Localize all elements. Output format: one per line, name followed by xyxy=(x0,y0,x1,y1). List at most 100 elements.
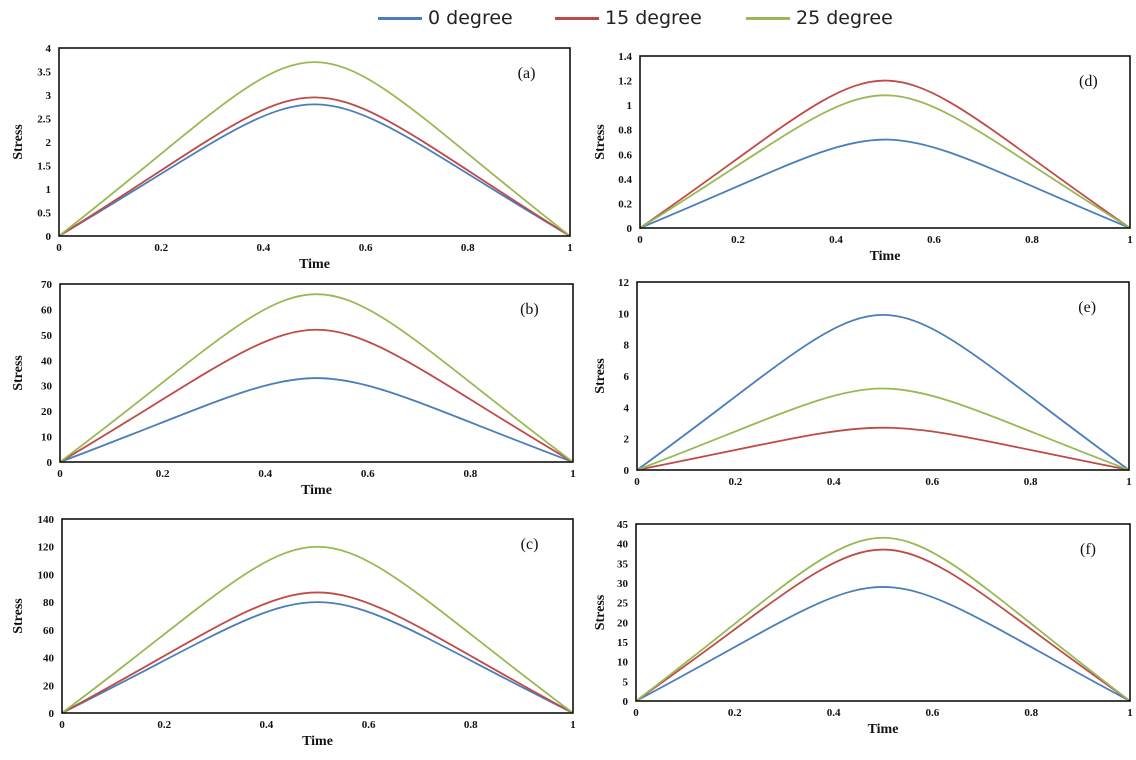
y-tick-label: 2 xyxy=(624,434,630,446)
y-tick-label: 4 xyxy=(624,402,630,414)
y-tick-label: 40 xyxy=(41,355,53,367)
y-tick-label: 20 xyxy=(41,406,53,418)
legend-label-15-degree: 15 degree xyxy=(605,7,702,29)
x-tick-label: 0.2 xyxy=(156,468,170,480)
x-tick-label: 0.8 xyxy=(1025,234,1039,246)
x-tick-label: 0.4 xyxy=(829,234,843,246)
series-line-0-degree xyxy=(639,138,1131,229)
series-line-15-degree xyxy=(636,426,1130,471)
y-tick-label: 0.4 xyxy=(618,174,632,186)
y-axis-title: Stress xyxy=(11,124,26,160)
x-tick-label: 0.4 xyxy=(260,719,274,731)
plot-frame xyxy=(636,281,1130,471)
plot-frame xyxy=(639,55,1131,229)
y-tick-label: 120 xyxy=(38,542,55,554)
y-tick-label: 2.5 xyxy=(37,114,51,126)
y-tick-label: 1 xyxy=(627,100,633,112)
x-tick-label: 0.8 xyxy=(1024,707,1038,719)
series-line-0-degree xyxy=(636,313,1130,471)
y-tick-label: 0 xyxy=(46,231,52,243)
legend-swatch-25-degree xyxy=(746,16,790,20)
y-tick-label: 5 xyxy=(623,676,629,688)
y-tick-label: 35 xyxy=(617,558,629,570)
x-tick-label: 0 xyxy=(637,234,643,246)
x-axis-title: Time xyxy=(868,722,899,737)
y-tick-label: 0.5 xyxy=(37,208,51,220)
y-tick-label: 100 xyxy=(38,569,55,581)
panel-label: (d) xyxy=(1079,73,1098,90)
y-tick-label: 30 xyxy=(41,381,53,393)
x-tick-label: 0.6 xyxy=(361,468,375,480)
plot-frame xyxy=(59,283,574,463)
y-tick-label: 6 xyxy=(624,371,630,383)
panel-label: (e) xyxy=(1078,299,1096,316)
y-tick-label: 0.8 xyxy=(618,125,632,137)
series-line-0-degree xyxy=(635,586,1131,702)
series-line-25-degree xyxy=(639,94,1131,229)
x-tick-label: 0.6 xyxy=(926,707,940,719)
y-tick-label: 30 xyxy=(617,578,629,590)
x-tick-label: 0.8 xyxy=(464,468,478,480)
series-line-15-degree xyxy=(59,328,574,463)
x-tick-label: 0 xyxy=(633,707,639,719)
y-tick-label: 3.5 xyxy=(37,67,51,79)
x-tick-label: 0.2 xyxy=(157,719,171,731)
y-tick-label: 1 xyxy=(46,184,52,196)
series-line-15-degree xyxy=(58,96,571,237)
x-tick-label: 1 xyxy=(1127,707,1133,719)
y-tick-label: 0 xyxy=(47,457,53,469)
series-line-25-degree xyxy=(59,293,574,463)
plot-frame xyxy=(635,523,1131,702)
x-tick-label: 1 xyxy=(567,242,573,254)
y-tick-label: 20 xyxy=(617,617,629,629)
y-tick-label: 3 xyxy=(46,90,52,102)
plot-frame xyxy=(58,47,571,237)
y-tick-label: 70 xyxy=(41,279,53,291)
x-tick-label: 0.4 xyxy=(827,476,841,488)
y-axis-title: Stress xyxy=(593,124,608,160)
legend-swatch-15-degree xyxy=(555,16,599,20)
y-tick-label: 4 xyxy=(46,43,52,55)
panel-label: (f) xyxy=(1080,541,1096,558)
y-tick-label: 0.6 xyxy=(618,149,632,161)
x-tick-label: 0.6 xyxy=(359,242,373,254)
x-axis-title: Time xyxy=(302,734,333,749)
y-tick-label: 20 xyxy=(43,680,55,692)
legend: 0 degree 15 degree 25 degree xyxy=(0,0,1136,36)
x-tick-label: 0 xyxy=(59,719,65,731)
x-axis-title: Time xyxy=(299,257,330,272)
y-tick-label: 40 xyxy=(617,539,629,551)
y-tick-label: 0 xyxy=(623,696,629,708)
series-line-0-degree xyxy=(59,377,574,463)
x-axis-title: Time xyxy=(870,249,901,264)
y-tick-label: 8 xyxy=(624,340,630,352)
chart-panel-f: 0 5 10 15 20 25 30 35 40 45 0 0.2 0.4 0.6 0.8 1 Time Stre… xyxy=(593,519,1133,737)
x-tick-label: 0.8 xyxy=(461,242,475,254)
series-line-15-degree xyxy=(635,548,1131,702)
series-line-25-degree xyxy=(636,387,1130,471)
series-line-15-degree xyxy=(639,79,1131,229)
y-tick-label: 45 xyxy=(617,519,629,531)
series-line-25-degree xyxy=(61,545,574,714)
y-tick-label: 60 xyxy=(41,304,53,316)
x-tick-label: 0.4 xyxy=(257,242,271,254)
x-tick-label: 0.6 xyxy=(925,476,939,488)
y-tick-label: 12 xyxy=(618,277,630,289)
y-tick-label: 40 xyxy=(43,653,55,665)
series-line-25-degree xyxy=(58,61,571,237)
x-tick-label: 0.8 xyxy=(464,719,478,731)
y-axis-title: Stress xyxy=(11,355,26,391)
y-tick-label: 60 xyxy=(43,625,55,637)
y-tick-label: 0 xyxy=(627,223,633,235)
legend-item-15-degree: 15 degree xyxy=(555,7,702,29)
y-tick-label: 0 xyxy=(49,708,55,720)
y-axis-title: Stress xyxy=(593,594,608,630)
x-tick-label: 0.4 xyxy=(827,707,841,719)
y-tick-label: 0.2 xyxy=(618,198,632,210)
x-tick-label: 0.2 xyxy=(728,707,742,719)
y-tick-label: 10 xyxy=(617,657,629,669)
series-line-15-degree xyxy=(61,591,574,714)
x-tick-label: 0 xyxy=(56,242,62,254)
y-axis-title: Stress xyxy=(593,358,608,394)
x-tick-label: 1 xyxy=(570,719,576,731)
